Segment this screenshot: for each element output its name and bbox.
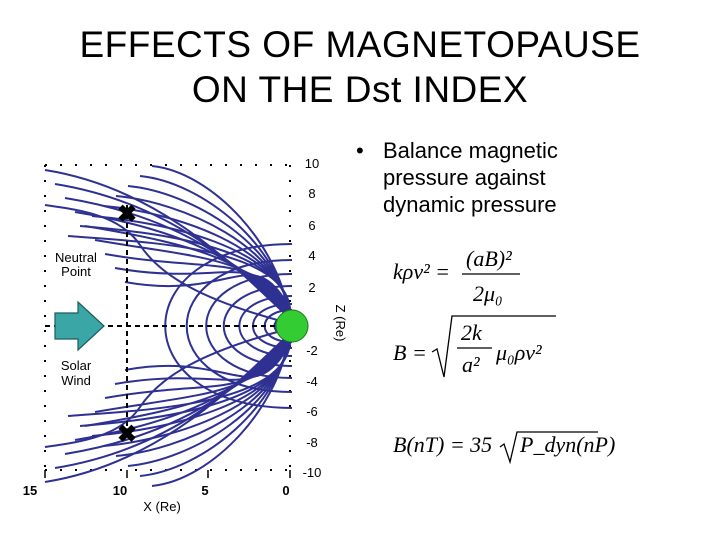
z-tick-label: 8 [308, 186, 315, 201]
title-line-2: ON THE Dst INDEX [191, 69, 529, 110]
eq2-radicand-rest: μ₀ρv² [495, 340, 542, 365]
x-tick-label: 5 [201, 483, 208, 498]
x-tick-label: 0 [282, 483, 289, 498]
neutral-point-label-line-1: Neutral [55, 250, 97, 265]
solar-wind-label-line-2: Wind [61, 373, 91, 388]
eq3-radicand: P_dyn(nP) [519, 432, 615, 457]
equation-2: B = 2k a² μ₀ρv² [393, 315, 556, 378]
z-tick-label: -4 [306, 374, 318, 389]
z-tick-label: 10 [305, 156, 319, 171]
z-tick-label: -6 [306, 404, 318, 419]
field-line [114, 338, 293, 385]
z-tick-label: 6 [308, 218, 315, 233]
equation-3: B(nT) = 35 P_dyn(nP) [393, 431, 615, 465]
eq3-lhs: B(nT) = 35 [393, 432, 492, 457]
bullet-marker: • [356, 138, 364, 163]
field-line [124, 274, 293, 313]
field-line [44, 204, 293, 325]
x-tick-label: 10 [113, 483, 127, 498]
field-line [94, 336, 293, 413]
field-line [67, 235, 291, 309]
bullet-text: Balance magnetic pressure against dynami… [383, 138, 558, 217]
field-line [94, 239, 293, 316]
earth [275, 309, 309, 343]
eq2-fraction-denominator: a² [462, 352, 480, 377]
eq1-denominator: 2μ₀ [473, 281, 503, 306]
title-line-1: EFFECTS OF MAGNETOPAUSE [79, 24, 641, 65]
z-tick-label: 4 [308, 248, 315, 263]
field-line [185, 259, 293, 393]
z-tick-label: -8 [306, 435, 318, 450]
field-line [44, 331, 293, 483]
field-line [67, 343, 291, 417]
field-line [124, 339, 293, 378]
solar-wind-label-line-1: Solar [61, 358, 92, 373]
equation-1: kρv² = (aB)² 2μ₀ [393, 246, 520, 306]
neutral-point-label-line-2: Point [61, 264, 91, 279]
z-tick-label: 2 [308, 280, 315, 295]
neutral-point-marker-north: ✖ [117, 201, 137, 228]
field-line [104, 253, 293, 315]
field-line [84, 335, 293, 427]
x-axis-tick-labels: 15 10 5 0 [23, 483, 290, 498]
x-axis-label: X (Re) [143, 499, 181, 514]
slide-title: EFFECTS OF MAGNETOPAUSE ON THE Dst INDEX [0, 22, 720, 112]
field-line [114, 267, 293, 314]
eq2-lhs: B = [393, 340, 427, 365]
eq2-fraction-numerator: 2k [461, 320, 483, 345]
z-tick-label: -10 [303, 465, 322, 480]
z-axis-tick-labels: 10 8 6 4 2 -2 -4 -6 -8 -10 [303, 156, 322, 480]
neutral-point-marker-south: ✖ [117, 421, 137, 448]
z-axis-label: Z (Re) [333, 305, 348, 342]
x-tick-label: 15 [23, 483, 37, 498]
eq1-lhs: kρv² = [393, 259, 450, 284]
eq1-numerator: (aB)² [466, 246, 512, 271]
x-axis-ticks [44, 470, 291, 478]
z-tick-label: -2 [306, 343, 318, 358]
field-line [44, 169, 293, 321]
solar-wind-arrow [54, 300, 105, 352]
field-line [104, 337, 293, 399]
field-line [44, 327, 293, 448]
